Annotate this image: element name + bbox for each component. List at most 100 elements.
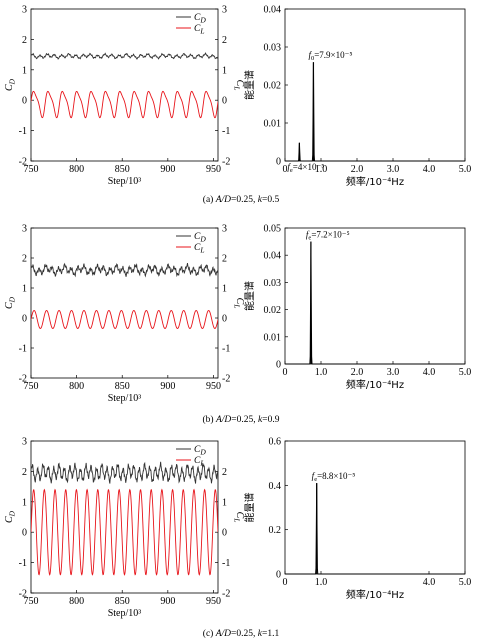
x-tick-label: 900 <box>160 596 175 607</box>
y-axis-label: 能量谱 <box>243 281 256 311</box>
y-tick-label: 0 <box>276 360 281 371</box>
plot-frame <box>284 440 466 575</box>
y-tick-label-left: 1 <box>22 497 27 508</box>
x-tick-label: 2.0 <box>351 367 364 378</box>
panel-caption: (a) A/D=0.25, k=0.5 <box>203 194 280 205</box>
x-tick-label: 750 <box>24 596 39 607</box>
y-tick-label-right: 1 <box>222 284 227 295</box>
x-tick-label: 5.0 <box>459 164 472 175</box>
y-tick-label-right: 2 <box>222 35 227 46</box>
peak-annotation: fe=4×10⁻⁵ <box>287 162 324 174</box>
y-tick-label-left: -1 <box>19 344 27 355</box>
spectrum-line <box>285 241 465 365</box>
y-tick-label-left: 0 <box>22 528 27 539</box>
x-tick-label: 4.0 <box>423 164 436 175</box>
x-tick-label: 750 <box>24 164 39 175</box>
spectrum-chart: 0 1.0 4.0 5.0 0 0.2 0.4 0.6 频率/10⁻⁴Hz 能量谱 fe=8.8×1… <box>243 437 471 602</box>
legend-label: CD <box>194 445 206 457</box>
y-tick-label-left: -1 <box>19 126 27 137</box>
x-tick-label: 950 <box>206 164 221 175</box>
y-tick-label: 0.04 <box>264 5 282 16</box>
y-tick-label-left: 3 <box>22 437 27 448</box>
time-history-chart: 750 800 850 900 950-2-10123-2-10123Step/10³C… <box>4 224 245 405</box>
y-tick-label: 0.05 <box>264 224 282 235</box>
y-tick-label-right: 0 <box>222 96 227 107</box>
series-line-cd <box>31 461 218 484</box>
y-tick-label: 0.4 <box>269 481 282 492</box>
y-tick-label-right: 0 <box>222 528 227 539</box>
y-axis-label-right: CL <box>233 512 246 523</box>
y-tick-label: 0.02 <box>264 305 282 316</box>
y-tick-label-right: 2 <box>222 254 227 265</box>
y-tick-label-right: 3 <box>222 224 227 235</box>
x-tick-label: 800 <box>69 381 84 392</box>
series-line-cd <box>31 262 218 278</box>
x-tick-label: 850 <box>115 381 130 392</box>
y-tick-label-right: 1 <box>222 497 227 508</box>
y-tick-label-right: -1 <box>222 126 230 137</box>
y-tick-label-right: -2 <box>222 157 230 168</box>
x-tick-label: 850 <box>115 164 130 175</box>
panel-b: 750 800 850 900 950-2-10123-2-10123Step/10³C… <box>4 224 471 405</box>
panel-caption: (b) A/D=0.25, k=0.9 <box>203 414 280 425</box>
y-tick-label-left: -1 <box>19 558 27 569</box>
x-tick-label: 800 <box>69 164 84 175</box>
legend-label: CL <box>194 243 205 255</box>
series-line-cl <box>31 488 218 576</box>
series-line-cd <box>31 52 218 60</box>
x-tick-label: 4.0 <box>423 577 436 588</box>
x-tick-label: 900 <box>160 381 175 392</box>
series-line-cl <box>31 90 218 119</box>
x-axis-label: 频率/10⁻⁴Hz <box>346 175 404 188</box>
x-tick-label: 5.0 <box>459 367 472 378</box>
x-axis-label: 频率/10⁻⁴Hz <box>346 588 404 601</box>
x-tick-label: 950 <box>206 381 221 392</box>
y-tick-label: 0.03 <box>264 43 282 54</box>
y-tick-label-left: 2 <box>22 35 27 46</box>
y-tick-label-left: -2 <box>19 157 27 168</box>
x-tick-label: 1.0 <box>315 164 328 175</box>
y-tick-label: 0 <box>276 570 281 581</box>
y-tick-label-right: -1 <box>222 558 230 569</box>
y-tick-label: 0.04 <box>264 251 282 262</box>
y-tick-label: 0.01 <box>264 332 282 343</box>
y-tick-label-left: -2 <box>19 374 27 385</box>
x-axis-label: 频率/10⁻⁴Hz <box>346 378 404 391</box>
y-tick-label-left: -2 <box>19 589 27 600</box>
x-tick-label: 0 <box>283 577 288 588</box>
y-axis-label-right: CL <box>233 298 246 309</box>
x-axis-label: Step/10³ <box>108 608 142 619</box>
legend-label: CL <box>194 456 205 468</box>
plot-frame <box>30 8 219 162</box>
y-tick-label-left: 0 <box>22 96 27 107</box>
y-tick-label: 0.03 <box>264 278 282 289</box>
x-tick-label: 750 <box>24 381 39 392</box>
y-tick-label-right: 3 <box>222 5 227 16</box>
y-tick-label-right: -1 <box>222 344 230 355</box>
x-tick-label: 1.0 <box>315 367 328 378</box>
y-axis-label-left: CD <box>4 296 17 309</box>
y-tick-label-left: 1 <box>22 284 27 295</box>
y-tick-label: 0.6 <box>269 437 282 448</box>
y-tick-label-right: 2 <box>222 467 227 478</box>
x-tick-label: 800 <box>69 596 84 607</box>
y-tick-label-right: -2 <box>222 374 230 385</box>
peak-annotation: f0=7.9×10⁻⁵ <box>308 50 352 62</box>
plot-frame <box>30 227 219 379</box>
y-tick-label-left: 0 <box>22 314 27 325</box>
y-axis-label-left: CD <box>4 78 17 91</box>
x-tick-label: 3.0 <box>387 367 400 378</box>
spectrum-chart: 0 1.0 2.0 3.0 4.0 5.0 0 0.01 0.02 0.03 0.04 频率/10⁻⁴… <box>243 5 471 189</box>
plot-frame <box>30 440 219 594</box>
y-tick-label-left: 3 <box>22 224 27 235</box>
y-tick-label-left: 2 <box>22 254 27 265</box>
y-axis-label-right: CL <box>233 80 246 91</box>
spectrum-chart: 0 1.0 2.0 3.0 4.0 5.0 0 0.01 0.02 0.03 0.04 0.05 频率/… <box>243 224 471 392</box>
y-tick-label-left: 2 <box>22 467 27 478</box>
legend-label: CL <box>194 24 205 36</box>
y-axis-label: 能量谱 <box>243 70 256 100</box>
panel-a: 750 800 850 900 950-2-10123-2-10123Step/10³C… <box>4 5 471 189</box>
